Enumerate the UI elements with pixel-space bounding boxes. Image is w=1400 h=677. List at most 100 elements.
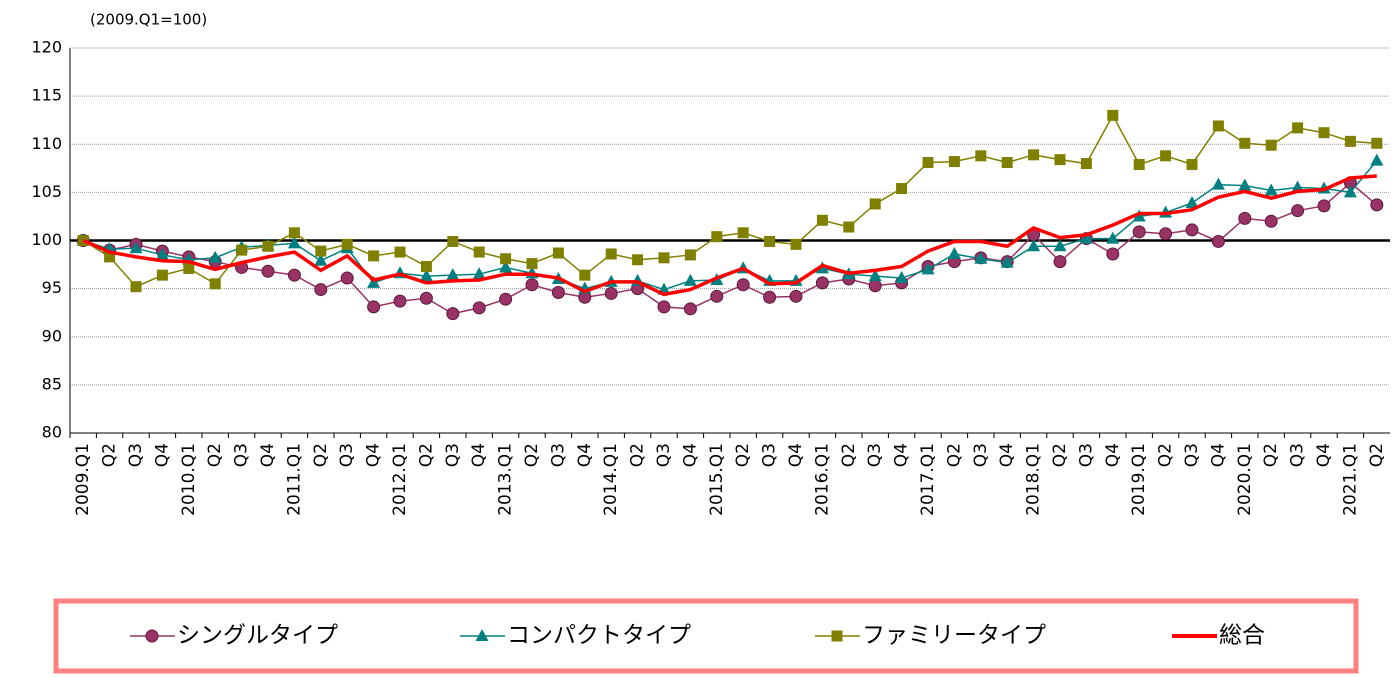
x-tick-label: Q3 xyxy=(443,443,463,467)
legend-label: 総合 xyxy=(1219,623,1265,649)
x-tick-label: 2021.Q1 xyxy=(1340,443,1360,516)
series-line xyxy=(82,181,1378,315)
point xyxy=(393,294,407,308)
x-tick-label: 2016.Q1 xyxy=(812,443,832,516)
point xyxy=(710,289,724,303)
x-tick-label: Q4 xyxy=(786,443,806,467)
x-tick-label: Q4 xyxy=(997,443,1017,467)
point xyxy=(447,235,459,247)
x-tick-label: Q2 xyxy=(1156,443,1176,467)
point xyxy=(815,276,829,290)
y-tick-label: 80 xyxy=(42,423,62,442)
axis-note: (2009.Q1=100) xyxy=(90,11,207,29)
x-tick-label: Q3 xyxy=(232,443,252,467)
point xyxy=(1343,185,1357,198)
series-line xyxy=(82,113,1377,288)
point xyxy=(472,301,486,315)
y-tick-label: 105 xyxy=(31,182,62,201)
x-tick-label: Q2 xyxy=(839,443,859,467)
x-tick-label: Q4 xyxy=(364,443,384,467)
point xyxy=(262,240,274,252)
x-tick-label: 2013.Q1 xyxy=(496,443,516,516)
point xyxy=(711,231,723,243)
point xyxy=(763,290,777,304)
x-tick-label: Q4 xyxy=(892,443,912,467)
point xyxy=(1000,255,1014,268)
point xyxy=(1292,122,1304,134)
point xyxy=(921,262,935,275)
point xyxy=(816,214,828,226)
x-tick-label: Q2 xyxy=(205,443,225,467)
x-tick-label: Q4 xyxy=(1208,443,1228,467)
point xyxy=(947,246,961,259)
point xyxy=(287,236,301,249)
x-tick-label: Q2 xyxy=(944,443,964,467)
point xyxy=(632,254,644,266)
point xyxy=(1318,127,1330,139)
point xyxy=(1317,199,1331,213)
y-tick-label: 85 xyxy=(42,374,62,393)
point xyxy=(974,251,988,264)
x-tick-label: Q3 xyxy=(337,443,357,467)
point xyxy=(473,246,485,258)
point xyxy=(1107,109,1119,121)
point xyxy=(1370,198,1384,212)
point xyxy=(1212,120,1224,132)
x-tick-label: Q4 xyxy=(258,443,278,467)
point xyxy=(1291,204,1305,218)
point xyxy=(684,249,696,261)
point xyxy=(1264,214,1278,228)
x-tick-label: Q3 xyxy=(126,443,146,467)
point xyxy=(314,283,328,297)
point xyxy=(1159,227,1173,241)
x-tick-label: 2018.Q1 xyxy=(1024,443,1044,516)
point xyxy=(736,278,750,292)
point xyxy=(1370,153,1384,166)
point xyxy=(1160,150,1172,162)
point xyxy=(314,253,328,266)
point xyxy=(764,235,776,247)
point xyxy=(1027,239,1041,252)
x-tick-label: Q4 xyxy=(152,443,172,467)
point xyxy=(287,268,301,282)
point xyxy=(525,278,539,292)
point xyxy=(129,241,143,254)
point xyxy=(341,238,353,250)
point xyxy=(130,281,142,293)
point xyxy=(868,269,882,282)
x-tick-label: Q4 xyxy=(575,443,595,467)
point xyxy=(1053,255,1067,269)
x-tick-label: Q3 xyxy=(548,443,568,467)
series-line xyxy=(82,160,1378,291)
point xyxy=(155,247,169,260)
x-tick-label: Q3 xyxy=(1182,443,1202,467)
point xyxy=(420,260,432,272)
x-tick-label: Q3 xyxy=(654,443,674,467)
point xyxy=(156,269,168,281)
x-tick-label: 2015.Q1 xyxy=(707,443,727,516)
point xyxy=(1106,231,1120,244)
point xyxy=(315,245,327,257)
point xyxy=(1211,177,1225,190)
point xyxy=(683,273,697,286)
x-tick-label: 2011.Q1 xyxy=(284,443,304,516)
legend-marker xyxy=(475,629,489,641)
point xyxy=(683,302,697,316)
point xyxy=(789,289,803,303)
point xyxy=(1133,158,1145,170)
x-tick-label: 2012.Q1 xyxy=(390,443,410,516)
x-tick-label: Q2 xyxy=(416,443,436,467)
x-tick-label: Q2 xyxy=(311,443,331,467)
x-tick-label: 2014.Q1 xyxy=(601,443,621,516)
point xyxy=(1371,137,1383,149)
x-tick-label: Q4 xyxy=(469,443,489,467)
point xyxy=(1185,195,1199,208)
y-tick-label: 100 xyxy=(31,230,62,249)
point xyxy=(658,252,670,264)
point xyxy=(1028,149,1040,161)
point xyxy=(208,250,222,263)
point xyxy=(526,258,538,270)
point xyxy=(1079,231,1093,244)
point xyxy=(209,278,221,290)
